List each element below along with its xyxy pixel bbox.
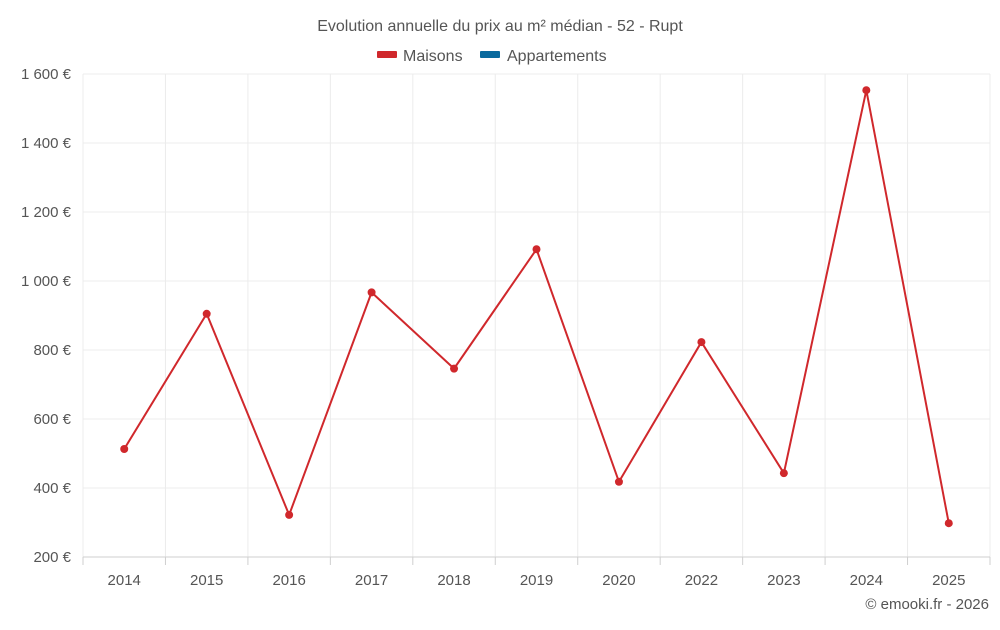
x-axis: 2014 2015 2016 2017 2018 2019 2020 2022 2023 2024… — [82, 556, 991, 589]
y-tick-label: 1 000 € — [21, 273, 72, 290]
y-tick-label: 1 400 € — [21, 135, 72, 152]
x-tick-label: 2019 — [520, 572, 553, 589]
x-tick-label: 2015 — [190, 572, 223, 589]
legend-item-appartements[interactable]: Appartements — [480, 48, 607, 65]
data-point-maisons[interactable]: 2023: 443 € — [779, 469, 788, 478]
data-point-maisons[interactable]: 2014: 513 € — [120, 445, 129, 454]
chart-title: Evolution annuelle du prix au m² médian … — [317, 18, 683, 35]
x-tick-label: 2018 — [437, 572, 470, 589]
legend-label-maisons: Maisons — [403, 48, 463, 65]
y-tick-label: 600 € — [33, 411, 71, 428]
x-tick-label: 2025 — [932, 572, 965, 589]
data-point-maisons[interactable]: 2019: 1092 € — [532, 245, 541, 254]
x-tick-label: 2022 — [685, 572, 718, 589]
data-point-maisons[interactable]: 2017: 967 € — [367, 288, 376, 297]
series-group: 2014: 513 € 2015: 905 € 2016: 322 € 2017: 9… — [120, 86, 953, 528]
data-point-maisons[interactable]: 2022: 823 € — [697, 338, 706, 347]
x-tick-label: 2016 — [272, 572, 305, 589]
x-tick-label: 2014 — [108, 572, 141, 589]
data-point-maisons[interactable]: 2018: 746 € — [450, 364, 459, 373]
legend-item-maisons[interactable]: Maisons — [377, 48, 463, 65]
y-tick-label: 800 € — [33, 342, 71, 359]
x-tick-label: 2023 — [767, 572, 800, 589]
data-point-maisons[interactable]: 2016: 322 € — [285, 510, 294, 519]
x-tick-label: 2017 — [355, 572, 388, 589]
legend-swatch-appartements — [480, 51, 500, 58]
y-axis: 200 € 400 € 600 € 800 € 1 000 € 1 200 € 1 400 … — [21, 66, 72, 566]
x-tick-label: 2024 — [850, 572, 883, 589]
data-point-maisons[interactable]: 2020: 418 € — [614, 477, 623, 486]
legend-label-appartements: Appartements — [507, 48, 607, 65]
data-point-maisons[interactable]: 2025: 298 € — [944, 519, 953, 528]
y-tick-label: 1 200 € — [21, 204, 72, 221]
x-tick-label: 2020 — [602, 572, 635, 589]
grid — [82, 73, 991, 557]
y-tick-label: 400 € — [33, 480, 71, 497]
legend-swatch-maisons — [377, 51, 397, 58]
credits[interactable]: © emooki.fr - 2026 — [865, 596, 989, 613]
data-point-maisons[interactable]: 2015: 905 € — [202, 309, 211, 318]
y-tick-label: 1 600 € — [21, 66, 72, 83]
y-tick-label: 200 € — [33, 549, 71, 566]
data-point-maisons[interactable]: 2024: 1553 € — [862, 86, 871, 95]
legend: Maisons Appartements — [377, 48, 607, 65]
